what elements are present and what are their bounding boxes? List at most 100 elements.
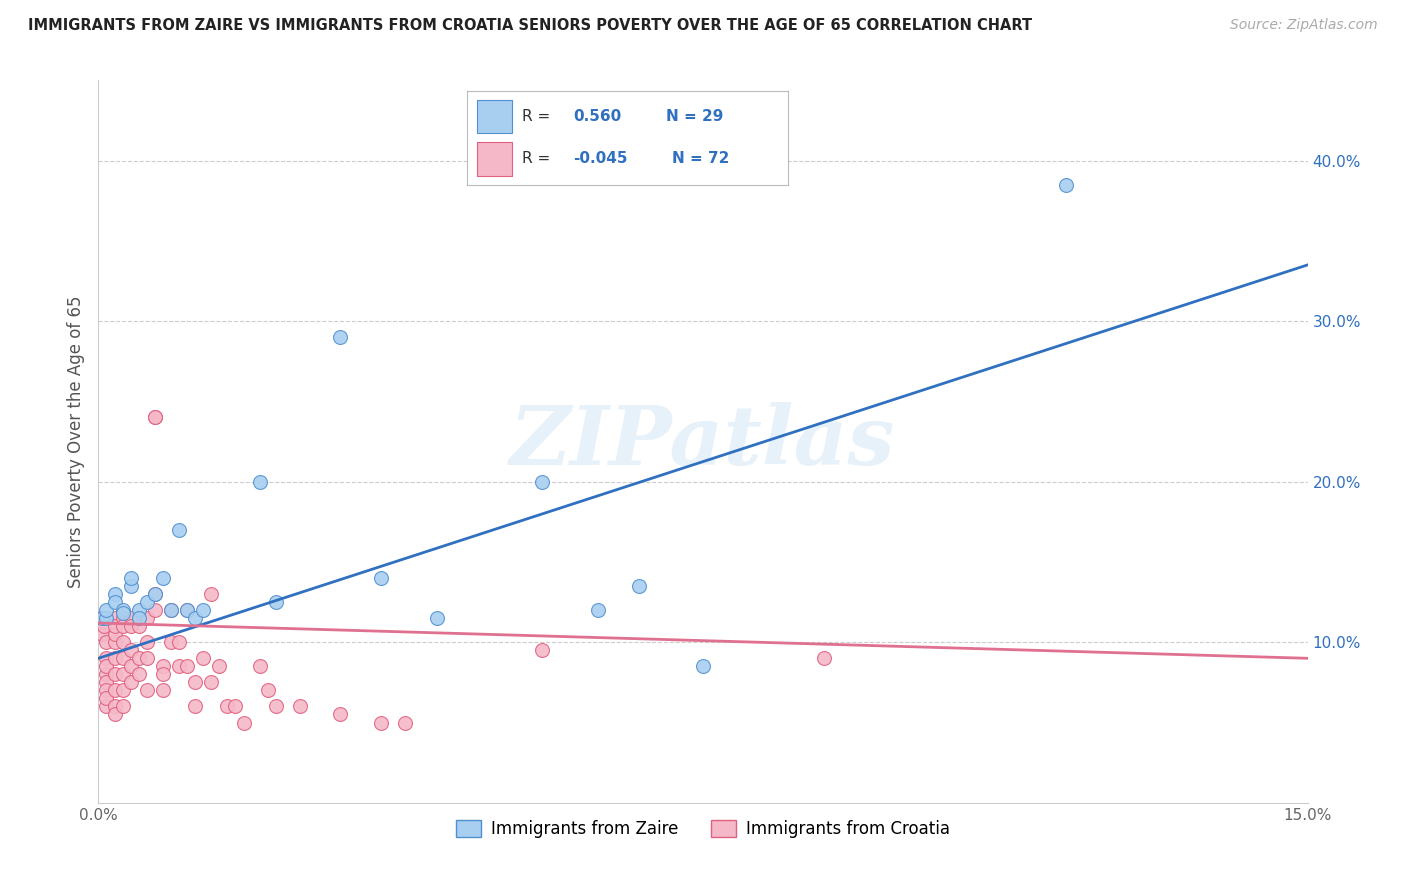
Point — [370, 571, 392, 585]
Point — [152, 659, 174, 673]
Point — [135, 611, 157, 625]
Point — [160, 603, 183, 617]
Point — [426, 611, 449, 625]
Point — [152, 683, 174, 698]
Text: ZIPatlas: ZIPatlas — [510, 401, 896, 482]
Point — [530, 475, 553, 489]
Point — [93, 619, 115, 633]
Point — [103, 667, 125, 681]
Point — [143, 587, 166, 601]
Point — [135, 683, 157, 698]
Point — [96, 659, 118, 673]
Point — [103, 683, 125, 698]
Point — [143, 410, 166, 425]
Point — [120, 619, 142, 633]
Point — [103, 635, 125, 649]
Point — [208, 659, 231, 673]
Point — [232, 715, 254, 730]
Point — [135, 635, 157, 649]
Point — [111, 619, 134, 633]
Point — [120, 659, 142, 673]
Point — [143, 603, 166, 617]
Point — [135, 595, 157, 609]
Point — [224, 699, 246, 714]
Point — [128, 611, 150, 625]
Legend: Immigrants from Zaire, Immigrants from Croatia: Immigrants from Zaire, Immigrants from C… — [449, 814, 957, 845]
Text: IMMIGRANTS FROM ZAIRE VS IMMIGRANTS FROM CROATIA SENIORS POVERTY OVER THE AGE OF: IMMIGRANTS FROM ZAIRE VS IMMIGRANTS FROM… — [28, 18, 1032, 33]
Point — [96, 691, 118, 706]
Point — [167, 635, 190, 649]
Point — [96, 667, 118, 681]
Point — [160, 635, 183, 649]
Point — [128, 667, 150, 681]
Point — [120, 675, 142, 690]
Point — [111, 699, 134, 714]
Point — [111, 607, 134, 621]
Point — [120, 571, 142, 585]
Point — [217, 699, 239, 714]
Point — [96, 635, 118, 649]
Point — [103, 707, 125, 722]
Point — [111, 635, 134, 649]
Point — [184, 699, 207, 714]
Point — [193, 603, 215, 617]
Point — [152, 571, 174, 585]
Point — [143, 587, 166, 601]
Point — [135, 651, 157, 665]
Point — [193, 651, 215, 665]
Point — [103, 619, 125, 633]
Point — [249, 659, 271, 673]
Point — [394, 715, 416, 730]
Point — [96, 651, 118, 665]
Point — [627, 579, 650, 593]
Text: Source: ZipAtlas.com: Source: ZipAtlas.com — [1230, 18, 1378, 32]
Point — [96, 603, 118, 617]
Point — [176, 603, 198, 617]
Point — [329, 330, 352, 344]
Point — [264, 699, 287, 714]
Point — [128, 651, 150, 665]
Point — [249, 475, 271, 489]
Point — [184, 675, 207, 690]
Point — [160, 603, 183, 617]
Point — [264, 595, 287, 609]
Point — [96, 683, 118, 698]
Point — [120, 579, 142, 593]
Point — [128, 611, 150, 625]
Point — [184, 611, 207, 625]
Point — [370, 715, 392, 730]
Point — [111, 651, 134, 665]
Point — [530, 643, 553, 657]
Point — [103, 595, 125, 609]
Point — [167, 659, 190, 673]
Point — [96, 675, 118, 690]
Point — [111, 683, 134, 698]
Point — [288, 699, 311, 714]
Point — [91, 611, 114, 625]
Point — [152, 667, 174, 681]
Point — [120, 611, 142, 625]
Point — [120, 643, 142, 657]
Point — [103, 611, 125, 625]
Point — [103, 587, 125, 601]
Point — [96, 611, 118, 625]
Point — [167, 523, 190, 537]
Point — [111, 667, 134, 681]
Point — [103, 627, 125, 641]
Point — [103, 651, 125, 665]
Point — [176, 659, 198, 673]
Point — [200, 675, 222, 690]
Point — [128, 619, 150, 633]
Point — [96, 699, 118, 714]
Point — [111, 611, 134, 625]
Point — [329, 707, 352, 722]
Point — [91, 627, 114, 641]
Point — [1054, 178, 1077, 192]
Point — [586, 603, 609, 617]
Point — [813, 651, 835, 665]
Point — [90, 611, 112, 625]
Point — [103, 699, 125, 714]
Y-axis label: Seniors Poverty Over the Age of 65: Seniors Poverty Over the Age of 65 — [66, 295, 84, 588]
Point — [256, 683, 278, 698]
Point — [692, 659, 714, 673]
